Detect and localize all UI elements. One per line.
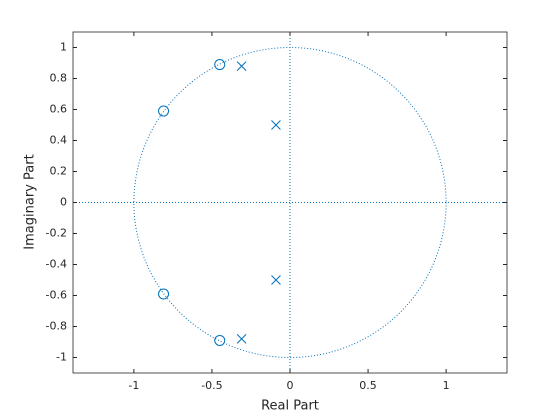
x-tick-label: 0.5 — [359, 379, 377, 392]
y-axis-label: Imaginary Part — [23, 154, 38, 249]
y-tick-label: 0.8 — [50, 72, 68, 85]
y-tick-label: 0.6 — [50, 103, 68, 116]
unit-circle — [133, 47, 447, 358]
zero-marker — [214, 59, 226, 71]
x-axis-label: Real Part — [261, 399, 319, 414]
y-tick-label: 0.4 — [50, 134, 68, 147]
y-tick-label: 0.2 — [50, 165, 68, 178]
y-tick-label: -0.6 — [46, 289, 67, 302]
pole-marker — [236, 61, 247, 71]
y-tick-label: -0.2 — [46, 227, 67, 240]
x-tick-label: -1 — [128, 379, 139, 392]
y-tick-label: -1 — [56, 351, 67, 364]
pole-marker — [271, 120, 281, 130]
x-tick-label: -0.5 — [201, 379, 222, 392]
zero-marker — [158, 288, 170, 300]
zero-marker — [214, 334, 226, 346]
zero-marker — [158, 105, 170, 117]
y-tick-label: 1 — [60, 41, 67, 54]
x-tick-label: 0 — [287, 379, 294, 392]
y-tick-label: 0 — [60, 196, 67, 209]
x-tick-label: 1 — [443, 379, 450, 392]
pole-marker — [271, 275, 281, 285]
y-tick-label: -0.8 — [46, 320, 67, 333]
pole-marker — [236, 334, 247, 344]
y-tick-label: -0.4 — [46, 258, 67, 271]
